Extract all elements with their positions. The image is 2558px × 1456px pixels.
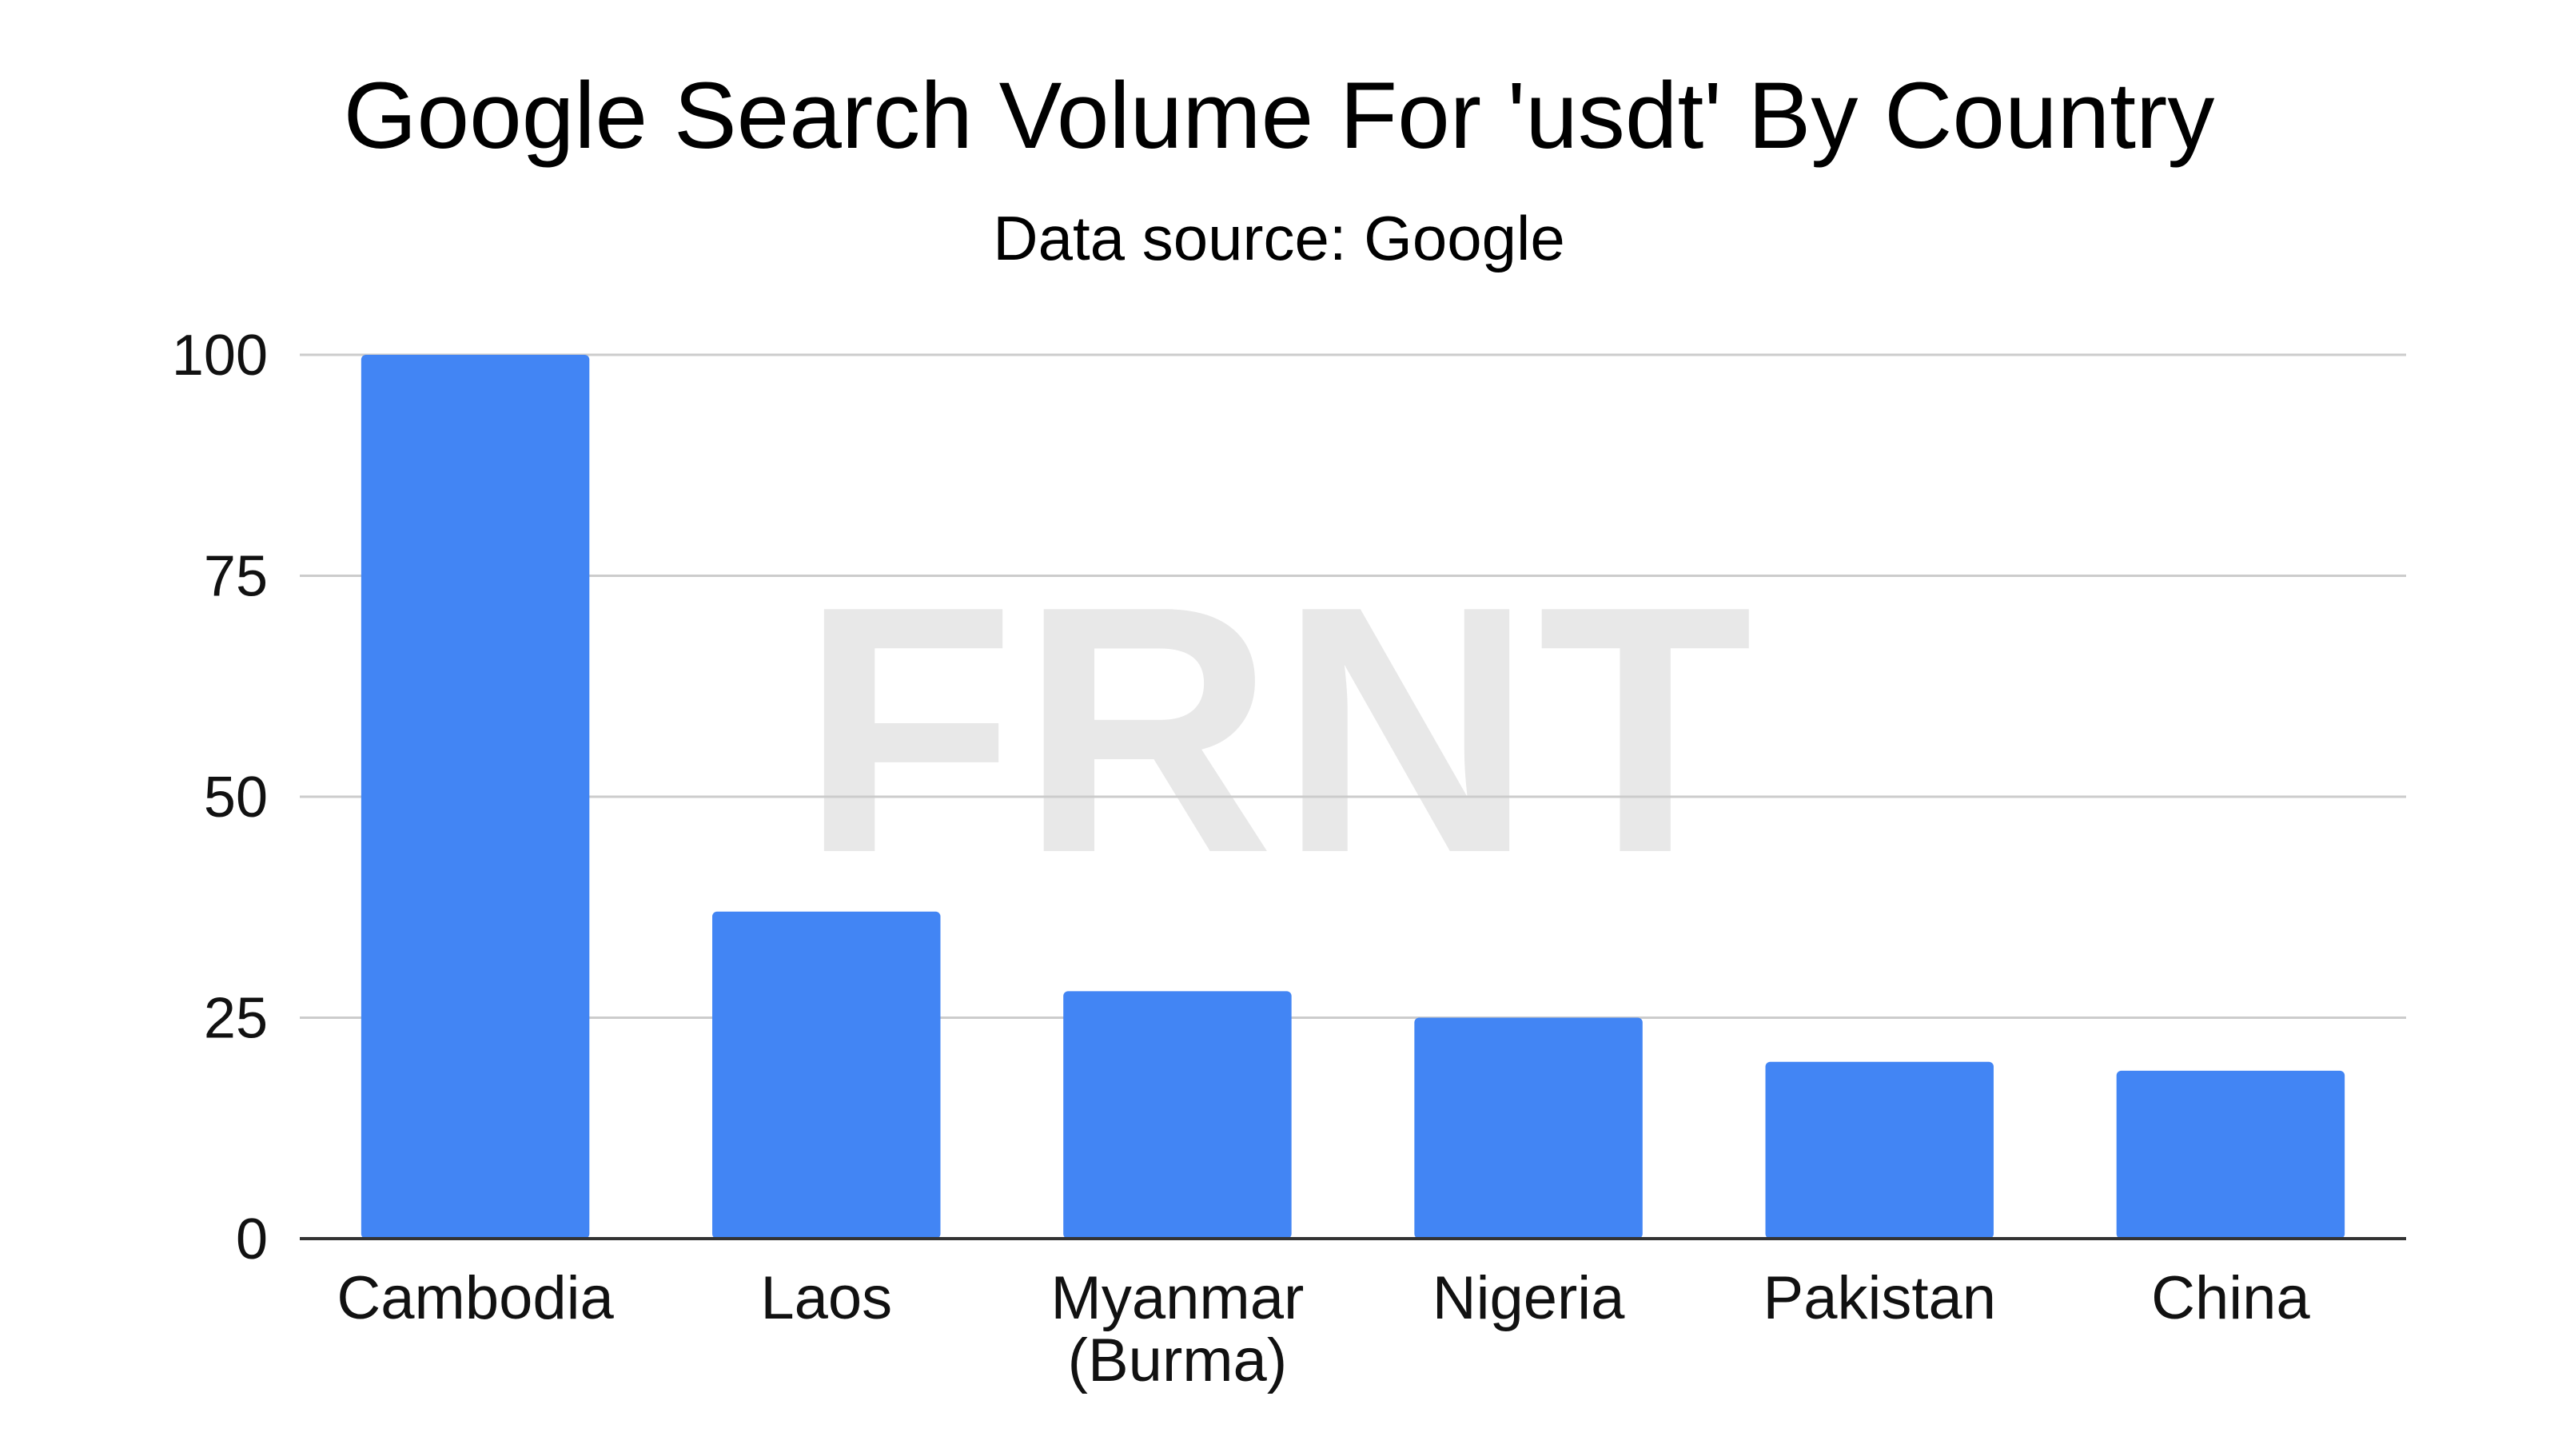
- chart-title: Google Search Volume For 'usdt' By Count…: [344, 63, 2215, 169]
- bar: [1765, 1061, 1994, 1239]
- x-category-label: Cambodia: [337, 1264, 614, 1332]
- chart-subtitle: Data source: Google: [993, 203, 1564, 273]
- y-tick-label: 50: [204, 766, 268, 829]
- x-category-label: Nigeria: [1432, 1264, 1625, 1332]
- y-axis-ticks: 0 25 50 75 100: [172, 324, 268, 1271]
- x-category-label: Laos: [760, 1264, 892, 1332]
- bar: [1063, 991, 1292, 1239]
- bars: [361, 355, 2345, 1239]
- gridlines: [300, 353, 2406, 1019]
- y-tick-label: 0: [236, 1207, 268, 1271]
- y-tick-label: 75: [204, 545, 268, 609]
- bar: [361, 355, 590, 1239]
- bar: [2116, 1070, 2345, 1239]
- y-tick-label: 25: [204, 987, 268, 1051]
- watermark-logo: FRNT: [800, 534, 1757, 926]
- x-category-label: (Burma): [1068, 1327, 1287, 1394]
- x-axis-categories: Cambodia Laos Myanmar(Burma) Nigeria Pakista…: [337, 1264, 2310, 1394]
- x-category-label: China: [2151, 1264, 2310, 1332]
- bar: [712, 911, 941, 1239]
- x-category-label: Myanmar: [1051, 1264, 1305, 1332]
- bar: [1414, 1017, 1643, 1239]
- y-tick-label: 100: [172, 324, 268, 388]
- x-category-label: Pakistan: [1763, 1264, 1997, 1332]
